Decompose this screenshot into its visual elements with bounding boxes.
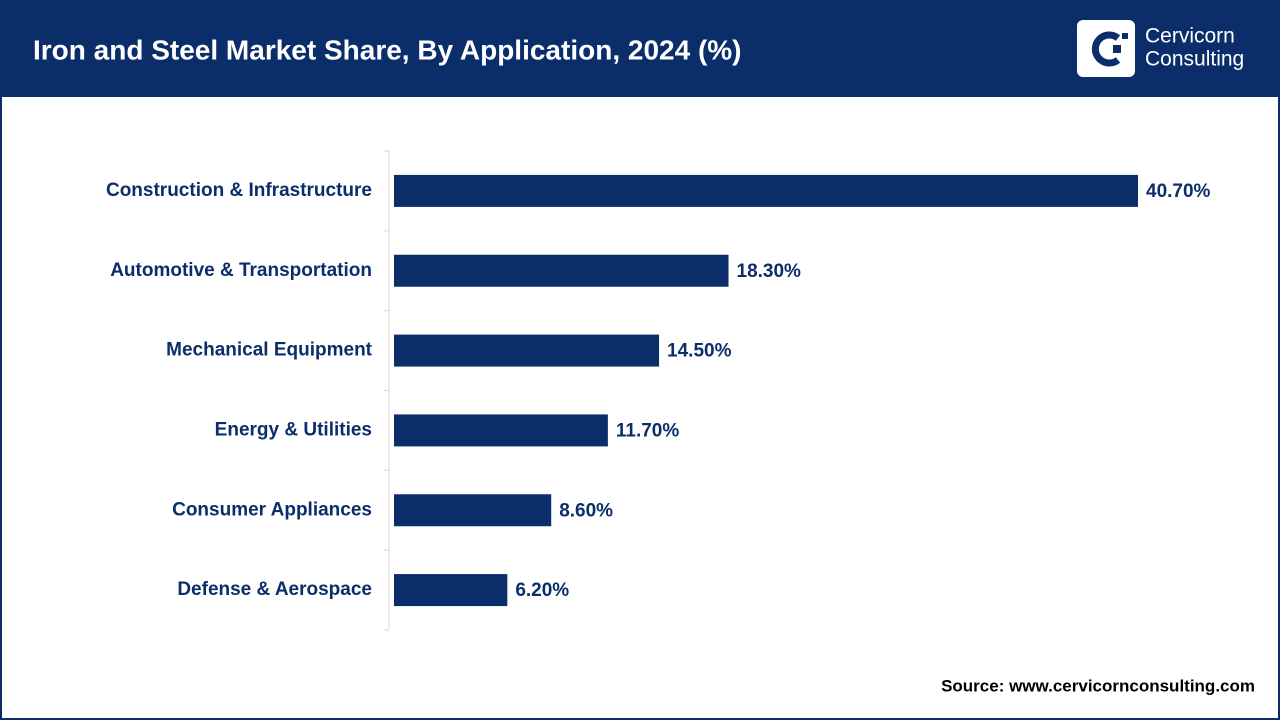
value-label: 40.70% bbox=[1146, 181, 1211, 202]
bar bbox=[394, 254, 729, 287]
bar bbox=[394, 174, 1138, 207]
chart-title: Iron and Steel Market Share, By Applicat… bbox=[33, 34, 742, 65]
logo-box bbox=[1077, 20, 1135, 77]
category-label: Energy & Utilities bbox=[215, 419, 372, 440]
bar bbox=[394, 334, 660, 367]
source-note: Source: www.cervicornconsulting.com bbox=[941, 676, 1255, 695]
bar bbox=[394, 414, 608, 447]
header-band bbox=[0, 0, 1280, 97]
logo-icon bbox=[1091, 31, 1121, 67]
logo-icon bbox=[1113, 45, 1121, 53]
category-label: Mechanical Equipment bbox=[166, 340, 373, 361]
bar bbox=[394, 494, 552, 527]
logo: Cervicorn Consulting bbox=[1077, 20, 1244, 77]
value-label: 14.50% bbox=[667, 341, 732, 362]
category-label: Defense & Aerospace bbox=[177, 579, 372, 600]
logo-text: Consulting bbox=[1145, 48, 1244, 71]
category-label: Construction & Infrastructure bbox=[106, 180, 372, 201]
logo-text: Cervicorn bbox=[1145, 25, 1235, 48]
category-label: Automotive & Transportation bbox=[110, 260, 372, 281]
value-label: 18.30% bbox=[737, 261, 802, 282]
value-label: 8.60% bbox=[559, 500, 613, 521]
value-label: 11.70% bbox=[616, 420, 679, 441]
value-label: 6.20% bbox=[515, 580, 569, 601]
category-label: Consumer Appliances bbox=[172, 499, 372, 520]
bar bbox=[394, 574, 508, 607]
logo-icon bbox=[1122, 33, 1128, 39]
